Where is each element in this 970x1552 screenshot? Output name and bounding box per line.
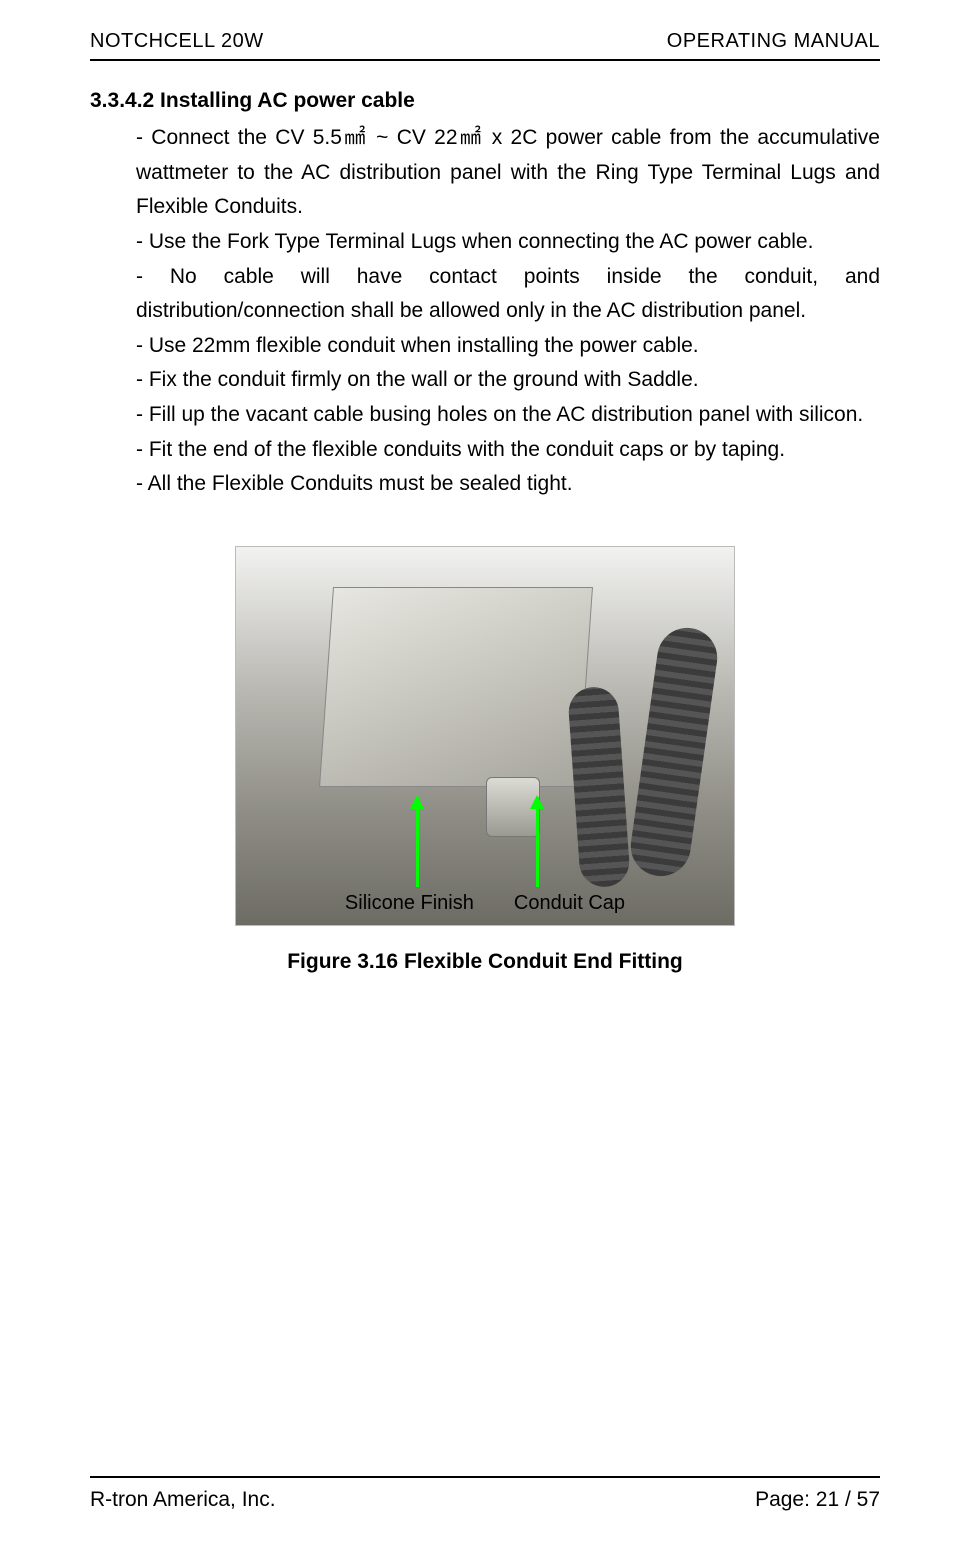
footer-left: R-tron America, Inc. bbox=[90, 1488, 276, 1512]
photo-enclosure bbox=[319, 587, 593, 787]
photo-labels: Silicone Finish Conduit Cap bbox=[236, 892, 734, 915]
bullet: - Connect the CV 5.5㎟ ~ CV 22㎟ x 2C powe… bbox=[136, 121, 880, 225]
page-header: NOTCHCELL 20W OPERATING MANUAL bbox=[90, 30, 880, 61]
header-left: NOTCHCELL 20W bbox=[90, 30, 264, 53]
arrow-icon bbox=[416, 797, 419, 887]
bullet: - Fix the conduit firmly on the wall or … bbox=[136, 363, 880, 398]
section-body: - Connect the CV 5.5㎟ ~ CV 22㎟ x 2C powe… bbox=[90, 121, 880, 502]
arrow-icon bbox=[536, 797, 539, 887]
header-right: OPERATING MANUAL bbox=[667, 30, 880, 53]
bullet: - All the Flexible Conduits must be seal… bbox=[136, 467, 880, 502]
bullet: - Use 22mm flexible conduit when install… bbox=[136, 329, 880, 364]
bullet: - Fit the end of the flexible conduits w… bbox=[136, 433, 880, 468]
page: NOTCHCELL 20W OPERATING MANUAL 3.3.4.2 I… bbox=[0, 0, 970, 1552]
bullet: - Use the Fork Type Terminal Lugs when c… bbox=[136, 225, 880, 260]
figure-caption: Figure 3.16 Flexible Conduit End Fitting bbox=[90, 950, 880, 974]
figure-image: Silicone Finish Conduit Cap bbox=[235, 546, 735, 926]
figure-block: Silicone Finish Conduit Cap Figure 3.16 … bbox=[90, 546, 880, 974]
section-title: 3.3.4.2 Installing AC power cable bbox=[90, 89, 880, 113]
bullet: - No cable will have contact points insi… bbox=[136, 260, 880, 329]
footer-right: Page: 21 / 57 bbox=[755, 1488, 880, 1512]
page-footer: R-tron America, Inc. Page: 21 / 57 bbox=[90, 1476, 880, 1512]
photo-label-right: Conduit Cap bbox=[514, 892, 625, 915]
bullet: - Fill up the vacant cable busing holes … bbox=[136, 398, 880, 433]
photo-label-left: Silicone Finish bbox=[345, 892, 474, 915]
